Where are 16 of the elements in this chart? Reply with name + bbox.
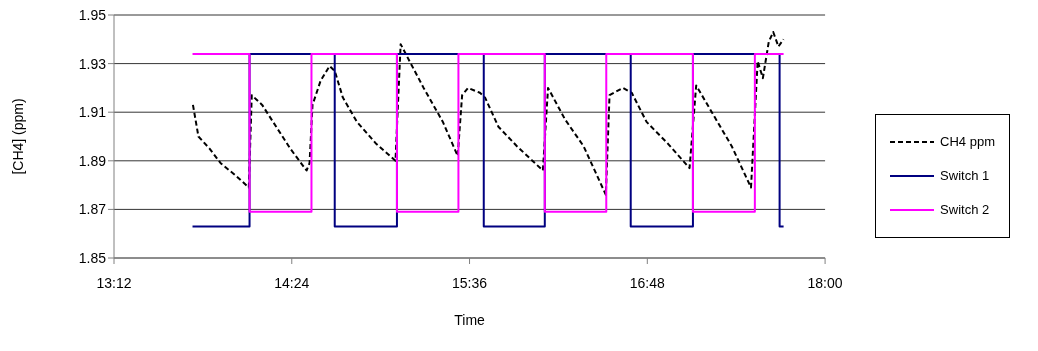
y-tick-label: 1.91 — [78, 104, 107, 121]
y-tick-label: 1.85 — [78, 249, 107, 266]
x-tick-label: 16:48 — [629, 274, 666, 291]
y-tick-label: 1.87 — [78, 201, 107, 218]
y-axis-title: [CH4] (ppm) — [9, 98, 26, 175]
legend-label: Switch 2 — [940, 202, 990, 217]
y-tick-label: 1.89 — [78, 152, 107, 169]
y-tick-label: 1.93 — [78, 55, 107, 72]
legend-label: CH4 ppm — [940, 134, 995, 149]
x-tick-label: 14:24 — [274, 274, 310, 291]
x-tick-label: 18:00 — [807, 274, 843, 291]
x-tick-label: 15:36 — [452, 274, 488, 291]
x-axis-title: Time — [454, 312, 486, 328]
y-tick-label: 1.95 — [78, 6, 107, 23]
x-tick-label: 13:12 — [96, 274, 132, 291]
legend-label: Switch 1 — [940, 168, 990, 183]
